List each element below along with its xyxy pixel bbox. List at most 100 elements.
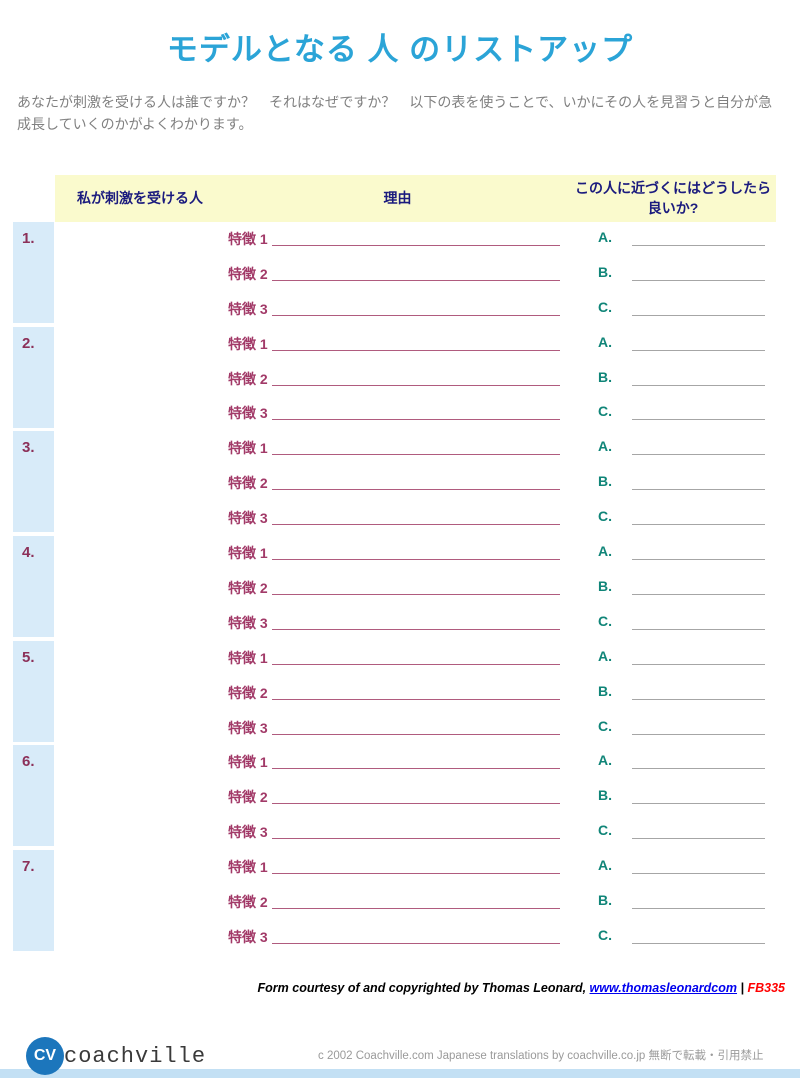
form-line: 特徴 1 A.: [228, 641, 776, 676]
answer-label: B.: [598, 892, 612, 909]
form-line: 特徴 2 B.: [228, 885, 776, 920]
answer-blank-line: [632, 399, 765, 421]
answer-label: C.: [598, 822, 612, 839]
answer-blank-line: [632, 469, 765, 491]
trait-blank-line: [272, 714, 560, 735]
row-number-cell: 4.: [13, 536, 54, 638]
trait-label: 特徴 1: [228, 440, 268, 457]
form-line: 特徴 1 A.: [228, 745, 776, 780]
trait-label: 特徴 3: [228, 614, 268, 631]
row-lines: 特徴 1 A. 特徴 2 B. 特徴 3 C.: [228, 536, 776, 641]
table-row: 3. 特徴 1 A. 特徴 2 B. 特徴 3 C.: [13, 431, 776, 536]
row-number: 5.: [22, 648, 35, 666]
form-line: 特徴 1 A.: [228, 431, 776, 466]
header-approach-column: この人に近づくにはどうしたら良いか?: [575, 179, 771, 216]
row-lines: 特徴 1 A. 特徴 2 B. 特徴 3 C.: [228, 641, 776, 746]
form-line: 特徴 3 C.: [228, 920, 776, 955]
table-row: 4. 特徴 1 A. 特徴 2 B. 特徴 3 C.: [13, 536, 776, 641]
table-row: 5. 特徴 1 A. 特徴 2 B. 特徴 3 C.: [13, 640, 776, 746]
answer-label: C.: [598, 612, 612, 629]
credit-link[interactable]: www.thomasleonardcom: [589, 981, 738, 995]
trait-label: 特徴 1: [228, 335, 268, 352]
coachville-logo-icon: CV: [26, 1037, 64, 1075]
table-row: 2. 特徴 1 A. 特徴 2 B. 特徴 3 C.: [13, 326, 776, 432]
row-lines: 特徴 1 A. 特徴 2 B. 特徴 3 C.: [228, 745, 776, 850]
trait-blank-line: [272, 295, 560, 316]
trait-label: 特徴 2: [228, 579, 268, 596]
row-number: 3.: [22, 439, 35, 457]
answer-label: B.: [598, 577, 612, 594]
table-row: 7. 特徴 1 A. 特徴 2 B. 特徴 3 C.: [13, 850, 776, 955]
row-number: 2.: [22, 334, 35, 352]
answer-label: B.: [598, 263, 612, 280]
answer-label: C.: [598, 717, 612, 734]
row-number-cell: 5.: [13, 640, 54, 742]
trait-blank-line: [272, 923, 560, 944]
trait-label: 特徴 1: [228, 649, 268, 666]
row-lines: 特徴 1 A. 特徴 2 B. 特徴 3 C.: [228, 850, 776, 955]
trait-blank-line: [272, 469, 560, 491]
form-line: 特徴 1 A.: [228, 327, 776, 362]
row-lines: 特徴 1 A. 特徴 2 B. 特徴 3 C.: [228, 431, 776, 536]
answer-label: A.: [598, 647, 612, 664]
answer-label: A.: [598, 857, 612, 874]
answer-blank-line: [632, 609, 765, 630]
credit-code: FB335: [747, 981, 785, 995]
trait-label: 特徴 2: [228, 789, 268, 806]
trait-blank-line: [272, 434, 560, 456]
page-title: モデルとなる 人 のリストアップ: [166, 32, 634, 67]
answer-blank-line: [632, 225, 765, 246]
answer-blank-line: [632, 888, 765, 910]
trait-blank-line: [272, 539, 560, 561]
table-body: 1. 特徴 1 A. 特徴 2 B. 特徴 3 C.: [13, 222, 776, 955]
row-number: 1.: [22, 230, 35, 247]
answer-blank-line: [632, 574, 765, 595]
credit-separator: |: [737, 981, 748, 995]
coachville-logo-text: coachville: [64, 1044, 207, 1069]
row-number-cell: 1.: [13, 222, 54, 323]
trait-blank-line: [272, 574, 560, 595]
trait-blank-line: [272, 818, 560, 840]
trait-label: 特徴 3: [228, 405, 268, 422]
trait-label: 特徴 2: [228, 894, 268, 911]
answer-label: B.: [598, 473, 612, 490]
answer-label: A.: [598, 752, 612, 769]
trait-blank-line: [272, 399, 560, 421]
intro-text: あなたが刺激を受ける人は誰ですか？ それはなぜですか？ 以下の表を使うことで、い…: [17, 94, 773, 132]
trait-label: 特徴 3: [228, 928, 268, 945]
form-line: 特徴 3 C.: [228, 501, 776, 536]
row-number: 4.: [22, 544, 35, 562]
answer-label: B.: [598, 787, 612, 804]
row-number-cell: 2.: [13, 326, 54, 428]
answer-blank-line: [632, 504, 765, 526]
answer-blank-line: [632, 783, 765, 805]
trait-blank-line: [272, 783, 560, 805]
trait-label: 特徴 3: [228, 719, 268, 736]
trait-label: 特徴 2: [228, 265, 268, 282]
form-line: 特徴 2 B.: [228, 362, 776, 397]
answer-label: C.: [598, 298, 612, 315]
bottom-bar: [0, 1069, 800, 1078]
answer-blank-line: [632, 434, 765, 456]
form-line: 特徴 3 C.: [228, 292, 776, 327]
form-line: 特徴 1 A.: [228, 222, 776, 257]
answer-blank-line: [632, 539, 765, 561]
header-reason-column: 理由: [383, 189, 412, 206]
answer-blank-line: [632, 295, 765, 316]
answer-blank-line: [632, 923, 765, 944]
trait-blank-line: [272, 609, 560, 630]
row-lines: 特徴 1 A. 特徴 2 B. 特徴 3 C.: [228, 327, 776, 432]
trait-blank-line: [272, 330, 560, 351]
answer-label: A.: [598, 333, 612, 350]
table-header: 私が刺激を受ける人 理由 この人に近づくにはどうしたら良いか?: [55, 175, 776, 222]
answer-blank-line: [632, 818, 765, 840]
trait-label: 特徴 3: [228, 300, 268, 317]
table-row: 6. 特徴 1 A. 特徴 2 B. 特徴 3 C.: [13, 745, 776, 850]
answer-blank-line: [632, 330, 765, 351]
copyright-text: c 2002 Coachville.com Japanese translati…: [318, 1050, 764, 1062]
trait-blank-line: [272, 365, 560, 386]
answer-label: C.: [598, 926, 612, 943]
answer-blank-line: [632, 679, 765, 700]
trait-blank-line: [272, 260, 560, 281]
trait-label: 特徴 2: [228, 370, 268, 387]
